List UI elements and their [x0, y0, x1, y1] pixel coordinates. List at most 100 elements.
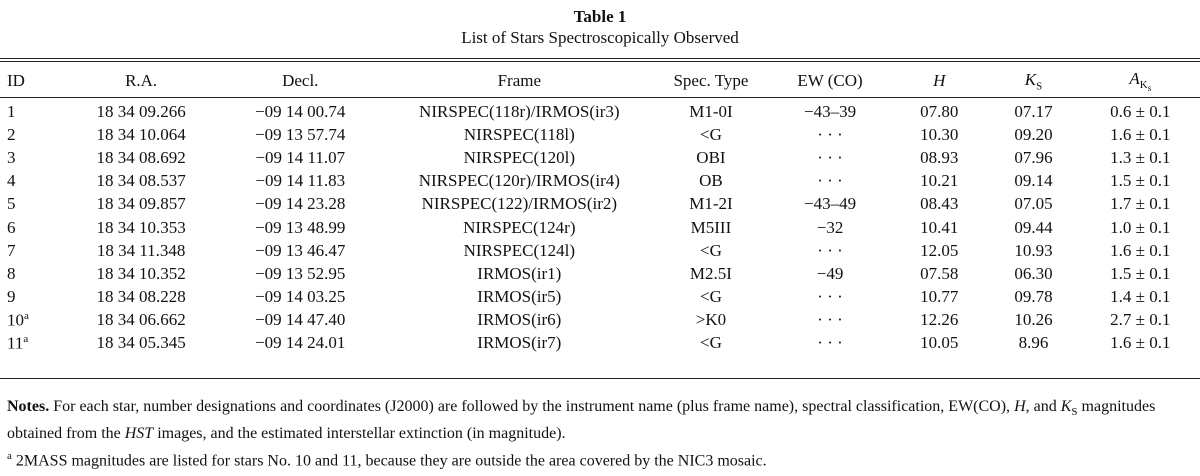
- cell-ra: 18 34 10.352: [96, 263, 186, 283]
- notes-ks-sub: S: [1071, 406, 1078, 419]
- cell-ra: 18 34 08.692: [96, 147, 186, 167]
- cell-decl: −09 14 24.01: [255, 333, 346, 353]
- table-row: 11a 18 34 05.345 −09 14 24.01 IRMOS(ir7) <G ·…: [0, 332, 1200, 355]
- cell-id: 8: [0, 262, 67, 285]
- cell-ra: 18 34 10.353: [96, 217, 186, 237]
- cell-ra: 18 34 09.857: [96, 194, 186, 214]
- table-caption: Table 1 List of Stars Spectroscopically …: [0, 0, 1200, 49]
- table-row: 8 18 34 10.352 −09 13 52.95 IRMOS(ir1) M2.5I…: [0, 262, 1200, 285]
- table-row: 7 18 34 11.348 −09 13 46.47 NIRSPEC(124l) <G…: [0, 239, 1200, 262]
- cell-decl: −09 14 11.07: [255, 147, 346, 167]
- cell-ak: 2.7 ± 0.1: [1110, 310, 1171, 330]
- header-rule-upper: [0, 61, 1200, 62]
- cell-ew-co: −49: [816, 263, 844, 283]
- star-id: 11: [7, 333, 24, 353]
- cell-frame: NIRSPEC(124l): [463, 240, 576, 260]
- cell-frame: IRMOS(ir6): [477, 310, 562, 330]
- cell-frame: NIRSPEC(118l): [463, 124, 575, 144]
- header-row: ID R.A. Decl. Frame Spec. Type EW (CO) H…: [0, 66, 1200, 96]
- cell-ew-co: · · ·: [817, 310, 843, 330]
- cell-ks: 06.30: [1014, 263, 1053, 283]
- cell-id: 1: [0, 96, 67, 123]
- footnote-ref: a: [24, 309, 29, 322]
- cell-ra: 18 34 06.662: [96, 310, 186, 330]
- cell-ks: 09.14: [1014, 171, 1053, 191]
- cell-spec-type: >K0: [695, 310, 727, 330]
- footnote: a 2MASS magnitudes are listed for stars …: [7, 445, 1197, 472]
- cell-h: 08.43: [920, 194, 959, 214]
- col-header-decl: Decl.: [282, 71, 319, 90]
- cell-frame: IRMOS(ir7): [477, 333, 562, 353]
- footnote-mark: a: [7, 450, 12, 463]
- table-row: 2 18 34 10.064 −09 13 57.74 NIRSPEC(118l) <G…: [0, 123, 1200, 146]
- cell-decl: −09 13 52.95: [255, 263, 346, 283]
- col-header-ks: KS: [986, 66, 1080, 96]
- cell-ra: 18 34 09.266: [96, 101, 186, 121]
- notes-text-2: , and: [1025, 398, 1061, 415]
- notes-hst: HST: [124, 425, 154, 443]
- cell-frame: IRMOS(ir5): [477, 287, 562, 307]
- cell-ew-co: · · ·: [817, 240, 843, 260]
- cell-decl: −09 14 23.28: [255, 194, 346, 214]
- cell-ak: 0.6 ± 0.1: [1110, 101, 1171, 121]
- cell-spec-type: M1-2I: [689, 194, 733, 214]
- cell-ew-co: · · ·: [817, 287, 843, 307]
- cell-id: 5: [0, 193, 67, 216]
- cell-h: 07.80: [920, 101, 959, 121]
- ak-symbol: A: [1129, 68, 1140, 88]
- col-header-id: ID: [7, 71, 25, 90]
- cell-decl: −09 14 11.83: [255, 171, 346, 191]
- cell-ks: 09.44: [1014, 217, 1053, 237]
- cell-decl: −09 14 03.25: [255, 287, 346, 307]
- cell-id: 9: [0, 286, 67, 309]
- cell-ew-co: −32: [816, 217, 844, 237]
- cell-spec-type: OB: [699, 171, 723, 191]
- cell-ak: 1.4 ± 0.1: [1110, 287, 1171, 307]
- col-header-spec-type: Spec. Type: [673, 71, 749, 90]
- cell-ak: 1.5 ± 0.1: [1110, 171, 1171, 191]
- cell-frame: NIRSPEC(122)/IRMOS(ir2): [421, 194, 618, 214]
- table-row: 9 18 34 08.228 −09 14 03.25 IRMOS(ir5) <G · ·…: [0, 286, 1200, 309]
- cell-decl: −09 14 00.74: [255, 101, 346, 121]
- col-header-ak: AKs: [1081, 66, 1200, 96]
- stars-table: ID R.A. Decl. Frame Spec. Type EW (CO) H…: [0, 66, 1200, 355]
- cell-ra: 18 34 05.345: [96, 333, 186, 353]
- cell-h: 10.77: [920, 287, 959, 307]
- table-title: List of Stars Spectroscopically Observed: [461, 28, 739, 47]
- star-id: 2: [7, 124, 16, 144]
- cell-h: 10.41: [920, 217, 959, 237]
- cell-frame: IRMOS(ir1): [477, 263, 562, 283]
- star-id: 5: [7, 194, 16, 214]
- cell-ks: 8.96: [1018, 333, 1049, 353]
- cell-h: 12.05: [920, 240, 959, 260]
- cell-ew-co: · · ·: [817, 147, 843, 167]
- table-row: 3 18 34 08.692 −09 14 11.07 NIRSPEC(120l) OB…: [0, 146, 1200, 169]
- cell-ak: 1.3 ± 0.1: [1110, 147, 1171, 167]
- footnote-ref: a: [23, 333, 29, 346]
- cell-h: 07.58: [920, 263, 959, 283]
- table-row: 10a 18 34 06.662 −09 14 47.40 IRMOS(ir6) >K0…: [0, 309, 1200, 332]
- cell-spec-type: M2.5I: [689, 263, 732, 283]
- cell-h: 10.30: [920, 124, 959, 144]
- cell-spec-type: <G: [700, 124, 722, 144]
- cell-ra: 18 34 08.537: [96, 171, 186, 191]
- cell-ra: 18 34 08.228: [96, 287, 186, 307]
- notes-label: Notes.: [7, 398, 50, 415]
- cell-id: 4: [0, 170, 67, 193]
- star-id: 3: [7, 147, 16, 167]
- cell-frame: NIRSPEC(124r): [463, 217, 576, 237]
- cell-ks: 07.05: [1014, 194, 1053, 214]
- notes-text-1: For each star, number designations and c…: [53, 398, 1015, 415]
- cell-ks: 07.96: [1014, 147, 1053, 167]
- cell-ak: 1.6 ± 0.1: [1110, 333, 1171, 353]
- ak-subscript-s: s: [1147, 83, 1152, 94]
- cell-spec-type: <G: [700, 287, 722, 307]
- notes-ks: K: [1060, 398, 1072, 415]
- ak-subscript: Ks: [1140, 79, 1152, 94]
- col-header-ra: R.A.: [125, 71, 158, 90]
- cell-ra: 18 34 10.064: [96, 124, 186, 144]
- cell-id: 10a: [0, 309, 67, 332]
- cell-decl: −09 14 47.40: [255, 310, 346, 330]
- notes-paragraph: Notes. For each star, number designation…: [7, 396, 1197, 445]
